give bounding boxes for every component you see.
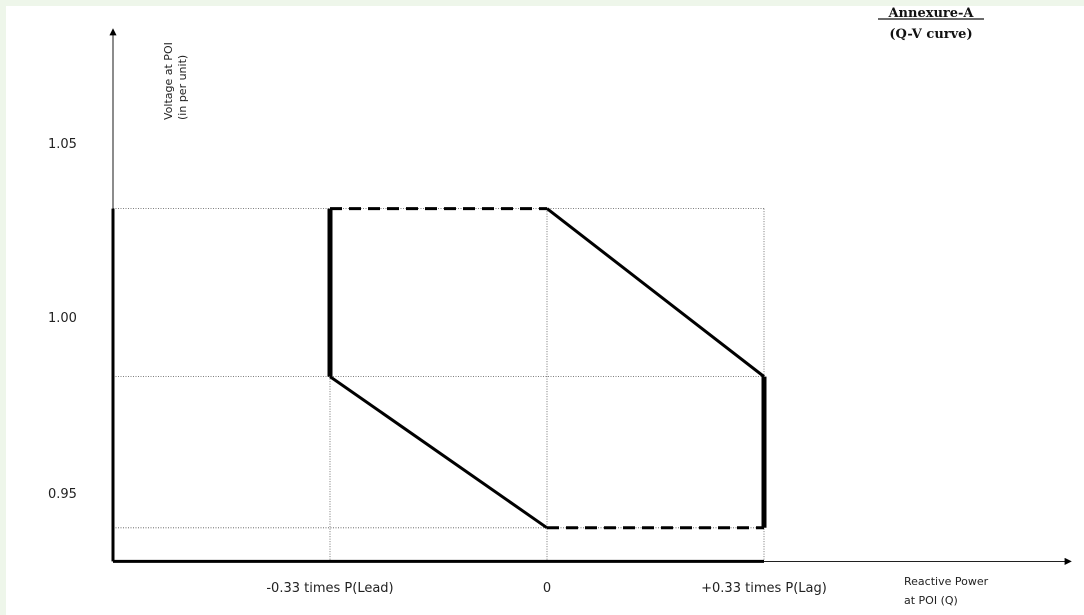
curve-segments [327,207,767,530]
axes [109,28,1072,566]
y-axis-label-group: Voltage at POI (in per unit) [162,42,189,120]
annexure-subtitle: (Q-V curve) [889,27,972,42]
y-axis-label-line-2: (in per unit) [176,55,189,120]
y-axis-label-line-1: Voltage at POI [162,42,175,120]
curve-segment-3 [546,207,765,378]
grid-lines [113,208,765,562]
x-axis-label-line-1: Reactive Power [904,575,989,588]
x-tick-label-3: +0.33 times P(Lag) [701,581,827,596]
y-tick-label-2: 1.00 [48,311,77,326]
annexure-title: Annexure-A [887,6,974,21]
x-axis-label-line-2: at POI (Q) [904,594,958,607]
tick-labels: 0.95 1.00 1.05 -0.33 times P(Lead) 0 +0.33 ti… [48,137,827,596]
y-tick-label-3: 1.05 [48,137,77,152]
y-tick-label-1: 0.95 [48,487,77,502]
x-tick-label-1: -0.33 times P(Lead) [266,581,393,596]
chart-panel [6,6,1084,615]
x-tick-label-2: 0 [543,581,551,596]
curve-segment-6 [329,375,548,530]
